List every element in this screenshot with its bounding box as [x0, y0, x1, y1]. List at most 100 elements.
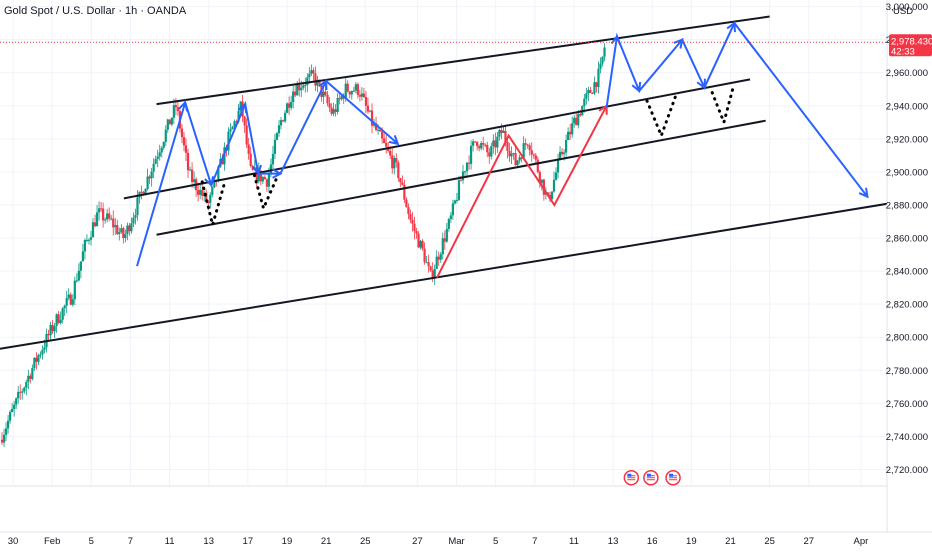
- x-tick-label: 30: [8, 536, 19, 547]
- dotted-dip-path[interactable]: [710, 86, 735, 128]
- y-tick-label: 2,940.000: [886, 101, 928, 112]
- blue-projection-path[interactable]: [605, 21, 869, 198]
- candle-body: [562, 152, 566, 155]
- candle-body: [455, 199, 459, 201]
- blue-wave-path-arrowhead: [204, 176, 215, 188]
- candle-body: [577, 113, 580, 126]
- candle-body: [569, 131, 572, 135]
- candle-body: [397, 162, 400, 179]
- x-tick-label: 19: [282, 536, 293, 547]
- candle-body: [376, 129, 380, 131]
- candle-body: [484, 144, 487, 146]
- event-marker-layer[interactable]: [623, 469, 681, 486]
- candle-body: [156, 156, 159, 160]
- y-tick-label: 2,840.000: [886, 267, 928, 278]
- candle-body: [247, 144, 250, 154]
- candle-body: [302, 85, 305, 88]
- blue-wave-path-arrowhead: [318, 79, 328, 91]
- candle-body: [552, 179, 556, 192]
- price-scale[interactable]: [887, 0, 932, 532]
- candle-body: [558, 151, 562, 160]
- last-price-value: 2,978.430: [891, 36, 932, 47]
- candle-body: [140, 191, 143, 193]
- candle-body: [55, 314, 58, 327]
- candle-body: [504, 130, 507, 142]
- candle-body: [352, 90, 355, 92]
- candle-body: [134, 215, 137, 218]
- candle-body: [296, 84, 299, 96]
- candle-body: [104, 219, 107, 221]
- candle-body: [433, 268, 436, 279]
- y-tick-label: 2,800.000: [886, 333, 928, 344]
- candle-body: [184, 145, 188, 153]
- candle-body: [536, 159, 539, 172]
- dotted-dip-path[interactable]: [252, 173, 278, 213]
- us-event-marker[interactable]: [665, 469, 681, 486]
- candle-body: [512, 153, 515, 155]
- blue-projection-path-arrowhead: [858, 187, 869, 199]
- red-wave-path[interactable]: [436, 105, 608, 279]
- drawing-layer[interactable]: [0, 15, 901, 350]
- upper-channel-mid-line[interactable]: [123, 78, 751, 200]
- candle-body: [249, 153, 252, 166]
- candle-body: [298, 84, 301, 91]
- candle-body: [271, 153, 275, 165]
- candle-body: [326, 94, 329, 104]
- candle-body: [419, 240, 422, 248]
- candle-body: [162, 141, 165, 148]
- long-term-support-line[interactable]: [0, 200, 901, 350]
- candle-body: [322, 91, 325, 97]
- candle-body: [33, 357, 36, 368]
- candle-body: [344, 83, 347, 99]
- candle-body: [11, 408, 14, 412]
- x-tick-label: 17: [243, 536, 254, 547]
- candle-body: [518, 157, 521, 161]
- candle-body: [227, 131, 230, 151]
- candle-body: [415, 231, 418, 234]
- candle-body: [389, 150, 392, 156]
- candle-body: [116, 225, 119, 235]
- dotted-dip-path[interactable]: [200, 180, 226, 231]
- x-tick-label: Apr: [854, 536, 869, 547]
- candle-body: [201, 189, 204, 196]
- candle-body: [457, 180, 461, 200]
- candle-body: [17, 391, 20, 399]
- candle-body: [310, 70, 313, 74]
- upper-channel-bottom-line[interactable]: [156, 119, 766, 236]
- us-event-marker[interactable]: [623, 469, 640, 486]
- candle-body: [421, 240, 424, 249]
- candle-body: [231, 126, 234, 130]
- candle-body: [59, 319, 62, 323]
- candle-body: [391, 155, 394, 169]
- candle-body: [496, 136, 499, 148]
- us-event-marker[interactable]: [643, 469, 659, 486]
- candle-body: [589, 89, 592, 93]
- candle-body: [524, 143, 527, 145]
- candle-body: [500, 130, 503, 133]
- x-tick-label: 13: [203, 536, 214, 547]
- candle-body: [395, 158, 398, 163]
- upper-channel-top-line[interactable]: [156, 15, 770, 106]
- candle-body: [81, 251, 84, 262]
- y-tick-label: 2,760.000: [886, 399, 928, 410]
- blue-wave-path[interactable]: [136, 79, 399, 267]
- y-tick-label: 3,000.000: [886, 2, 928, 13]
- candle-body: [288, 103, 291, 108]
- candle-body: [263, 177, 266, 180]
- candle-body: [486, 145, 489, 153]
- candle-body: [411, 219, 414, 224]
- chart-title: Gold Spot / U.S. Dollar · 1h · OANDA: [4, 5, 187, 17]
- flag-canton: [627, 473, 632, 477]
- candle-body: [229, 129, 232, 132]
- candle-body: [328, 103, 331, 108]
- candle-body: [83, 240, 87, 252]
- candle-body: [540, 179, 543, 183]
- candle-body: [146, 176, 149, 189]
- candle-body: [213, 179, 216, 188]
- candle-body: [4, 428, 8, 435]
- candle-body: [106, 213, 109, 220]
- candle-body: [407, 207, 410, 215]
- dotted-dip-path[interactable]: [645, 94, 678, 140]
